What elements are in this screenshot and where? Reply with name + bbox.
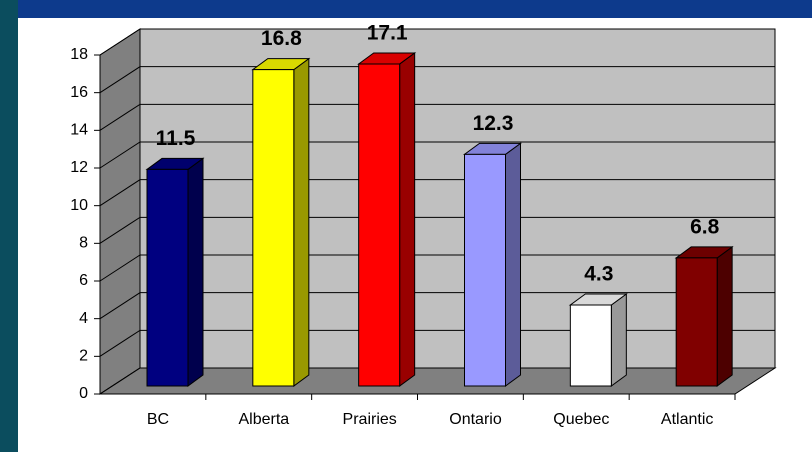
x-tick-label: Quebec [553,411,609,428]
y-tick-label: 12 [70,159,88,176]
x-tick-label: Ontario [449,411,502,428]
side-wall [99,28,141,395]
bar-side [187,157,204,387]
grid-line [99,66,775,94]
bar-front [358,63,401,387]
x-tick-label: BC [147,411,169,428]
y-tick-label: 16 [70,84,88,101]
top-band [0,0,812,18]
bar-front [464,153,506,387]
y-tick-label: 14 [70,122,88,139]
bar-side [716,245,733,387]
grid-line [99,28,775,56]
value-label: 17.1 [367,21,408,44]
grid-line [99,141,775,169]
value-label: 6.8 [690,215,720,238]
grid-line [99,292,775,320]
bar [462,142,523,387]
value-label: 11.5 [156,127,196,150]
y-tick-label: 18 [70,46,88,63]
y-tick-label: 10 [70,197,88,214]
value-label: 12.3 [473,112,514,135]
value-label: 16.8 [261,27,302,50]
bar-front [252,69,295,387]
y-tick-label: 4 [79,310,88,327]
grid-line [99,329,775,357]
y-tick-label: 6 [79,272,88,289]
bar-side [399,51,416,387]
bar [145,157,205,387]
grid-line [99,179,775,207]
left-band [0,0,18,452]
y-tick-label: 8 [79,235,88,252]
x-tick-label: Atlantic [661,411,713,428]
grid-line [99,216,775,244]
y-tick-label: 2 [79,348,88,365]
bar [357,51,417,387]
y-tick-label: 0 [79,385,88,402]
bar-side [293,57,310,387]
x-tick-label: Alberta [238,411,289,428]
grid-line [99,103,775,131]
bar-side [610,293,627,387]
bar [251,57,311,387]
bar-front [569,304,612,387]
grid-line [99,367,775,395]
bar [674,245,734,387]
bar [568,293,628,387]
bar-front [146,168,189,387]
value-label: 4.3 [584,263,613,286]
x-tick-label: Prairies [343,411,397,428]
grid-line [99,254,775,282]
bar-front [675,257,718,387]
bar-side [505,142,521,387]
